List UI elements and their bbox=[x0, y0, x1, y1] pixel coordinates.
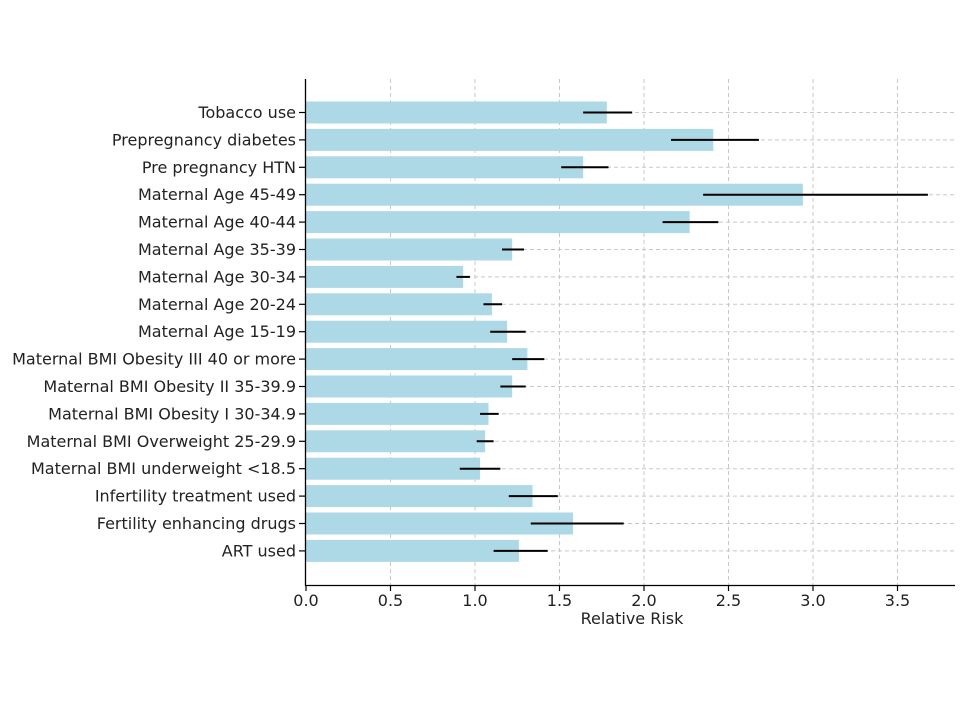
bar bbox=[306, 402, 489, 425]
x-tick-label: 0.0 bbox=[293, 591, 318, 610]
x-tick-label: 2.5 bbox=[716, 591, 741, 610]
bar bbox=[306, 265, 464, 288]
x-axis-title: Relative Risk bbox=[581, 609, 685, 628]
axes bbox=[304, 79, 955, 587]
x-tick-label: 0.5 bbox=[378, 591, 403, 610]
y-tick-label: Pre pregnancy HTN bbox=[142, 158, 296, 177]
x-tick-label: 1.5 bbox=[547, 591, 572, 610]
bar bbox=[306, 539, 519, 562]
x-tick-labels: 0.0 0.5 1.0 1.5 2.0 2.5 3.0 3.5 bbox=[293, 585, 910, 610]
y-tick-label: ART used bbox=[222, 541, 296, 560]
bar bbox=[306, 101, 607, 124]
error-bars bbox=[456, 111, 928, 552]
x-tick-label: 2.0 bbox=[631, 591, 656, 610]
bar bbox=[306, 430, 486, 453]
y-tick-label: Maternal Age 30-34 bbox=[138, 267, 296, 286]
y-tick-label: Fertility enhancing drugs bbox=[97, 514, 296, 533]
y-tick-label: Maternal BMI underweight <18.5 bbox=[31, 459, 296, 478]
bar bbox=[306, 238, 513, 261]
bar bbox=[306, 375, 513, 398]
bar bbox=[306, 293, 492, 316]
y-tick-label: Maternal BMI Obesity I 30-34.9 bbox=[48, 404, 296, 423]
bar bbox=[306, 211, 690, 234]
y-tick-labels: Tobacco use Prepregnancy diabetes Pre preg… bbox=[12, 103, 305, 560]
y-tick-label: Maternal BMI Obesity II 35-39.9 bbox=[43, 377, 296, 396]
y-tick-label: Maternal BMI Obesity III 40 or more bbox=[12, 350, 296, 369]
y-tick-label: Maternal Age 40-44 bbox=[138, 213, 296, 232]
bar bbox=[306, 128, 714, 151]
y-tick-label: Infertility treatment used bbox=[95, 487, 296, 506]
y-tick-label: Maternal Age 35-39 bbox=[138, 240, 296, 259]
y-tick-label: Prepregnancy diabetes bbox=[112, 130, 296, 149]
bar bbox=[306, 183, 803, 206]
x-tick-label: 1.0 bbox=[462, 591, 487, 610]
bar bbox=[306, 320, 508, 343]
bar bbox=[306, 457, 481, 480]
y-tick-label: Maternal Age 45-49 bbox=[138, 185, 296, 204]
y-tick-label: Tobacco use bbox=[197, 103, 296, 122]
y-tick-label: Maternal Age 20-24 bbox=[138, 295, 296, 314]
x-tick-label: 3.5 bbox=[885, 591, 910, 610]
bar bbox=[306, 348, 528, 371]
bar bbox=[306, 156, 584, 179]
bars bbox=[306, 101, 803, 562]
bar bbox=[306, 512, 574, 535]
y-tick-label: Maternal Age 15-19 bbox=[138, 322, 296, 341]
x-tick-label: 3.0 bbox=[800, 591, 825, 610]
y-tick-label: Maternal BMI Overweight 25-29.9 bbox=[27, 432, 296, 451]
bar bbox=[306, 485, 533, 508]
